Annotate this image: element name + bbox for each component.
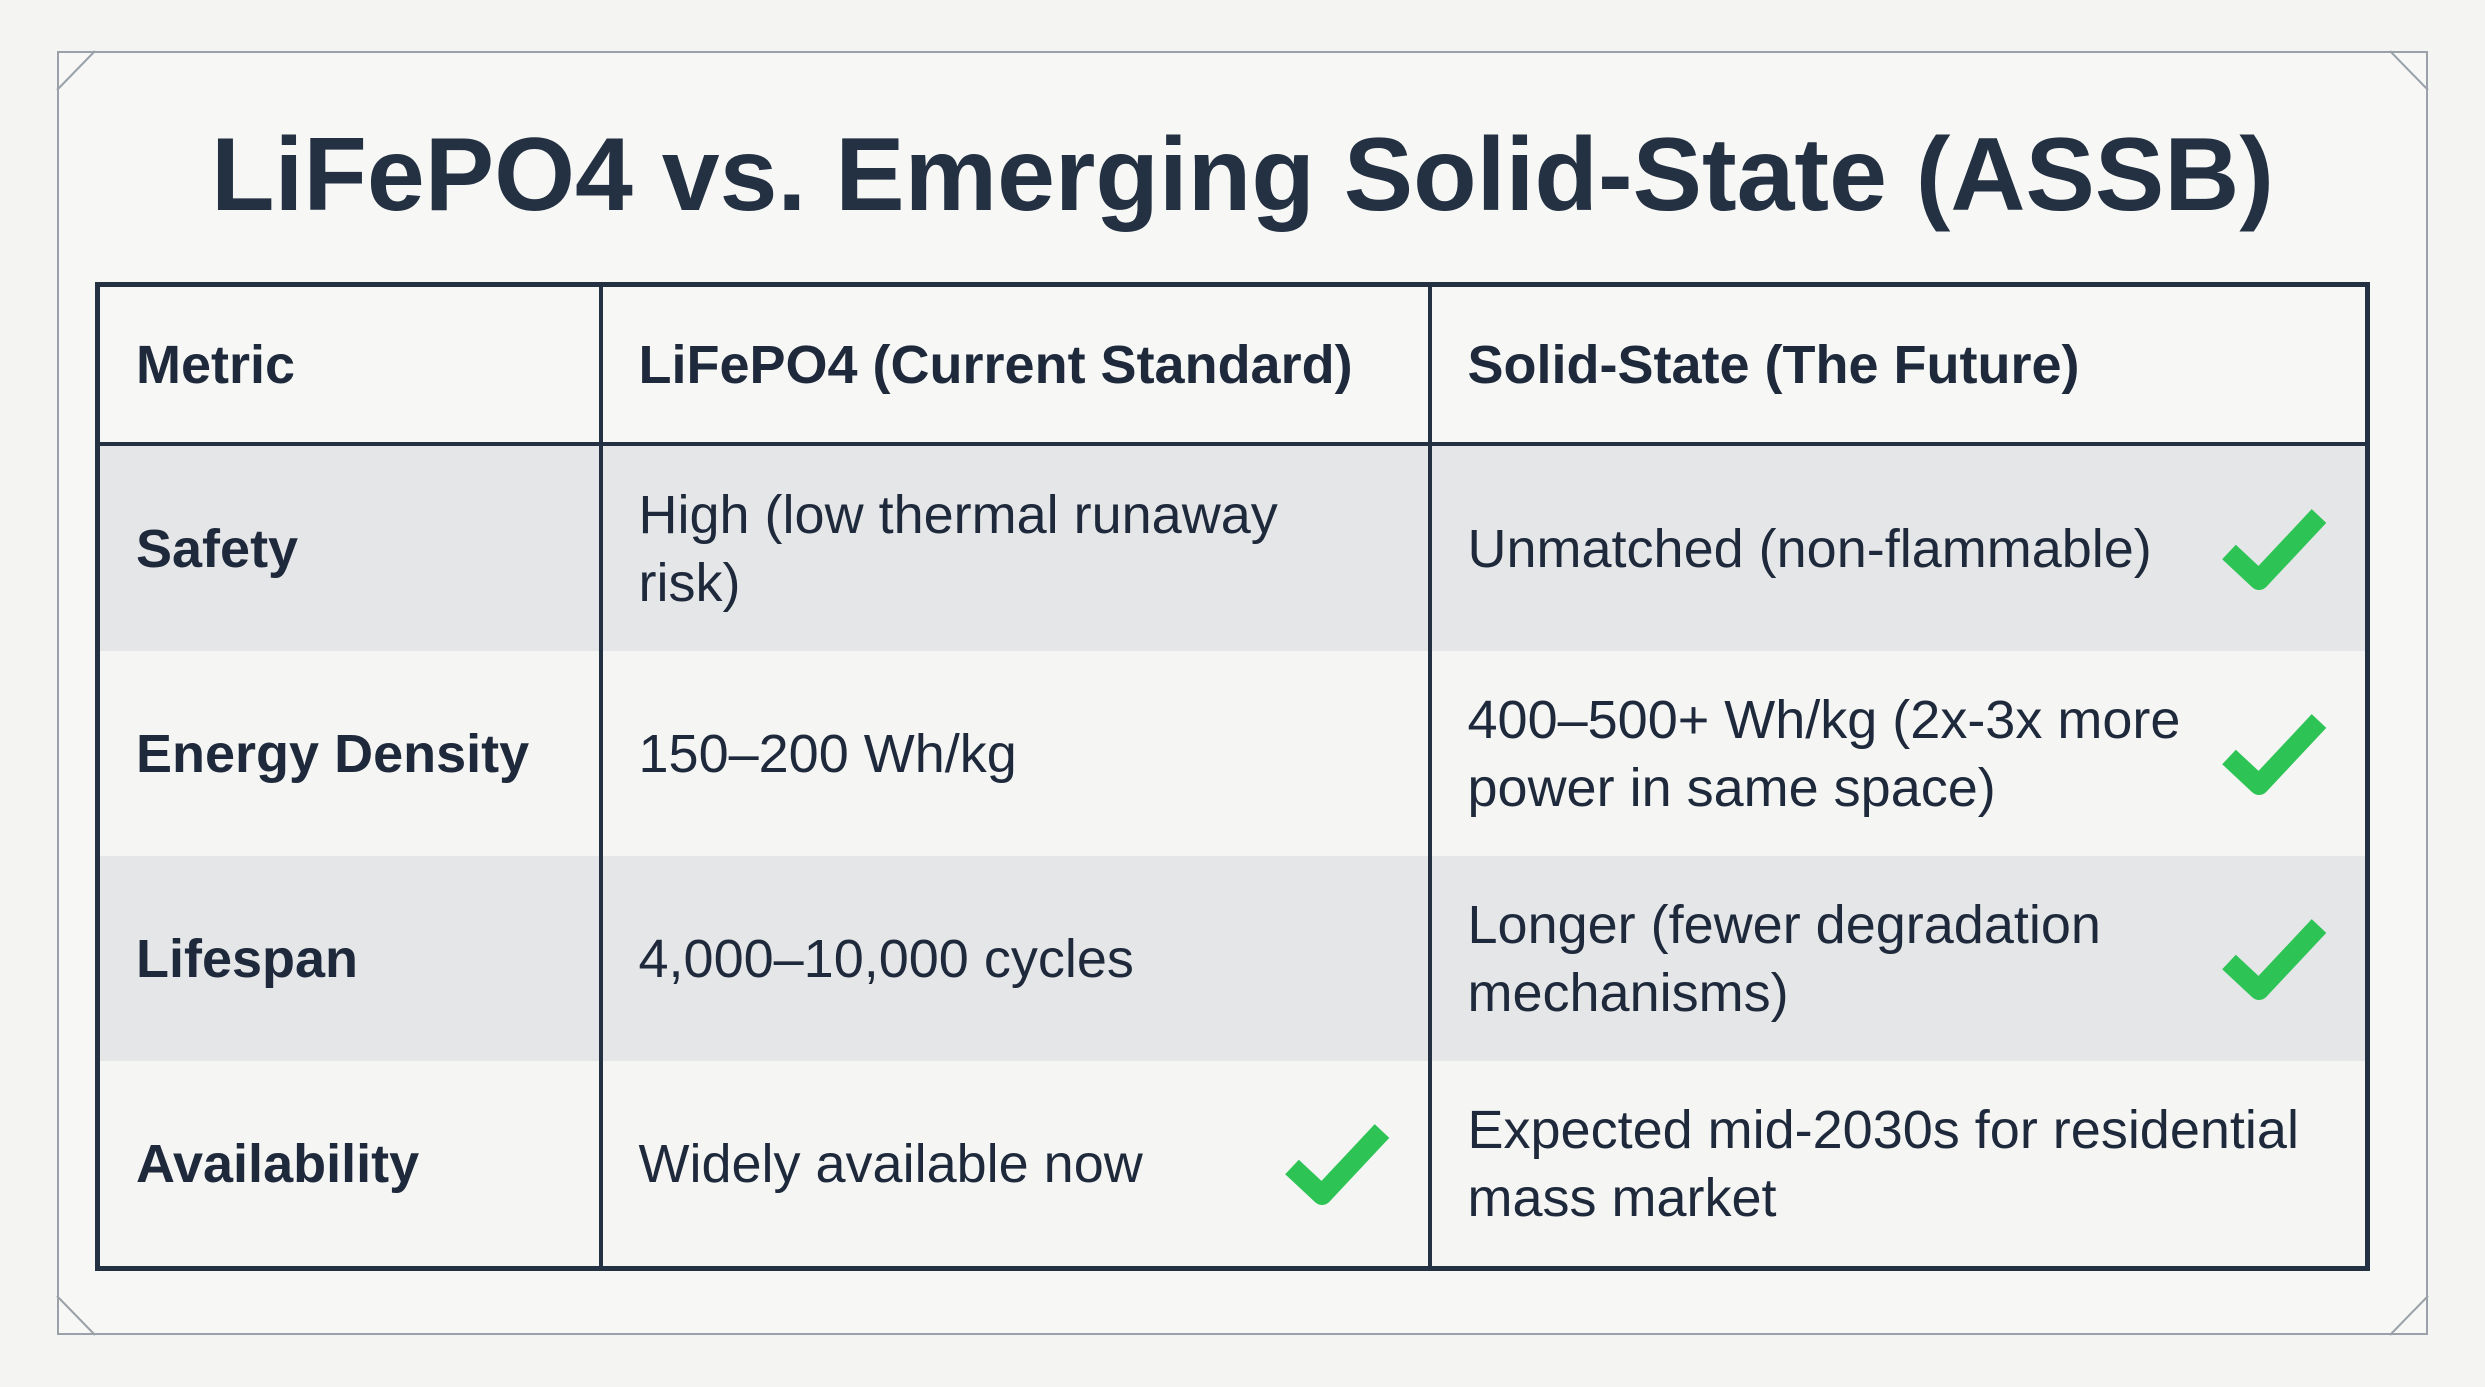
cell-text: Unmatched (non-flammable) — [1467, 518, 2152, 579]
cell-text: Widely available now — [638, 1133, 1143, 1194]
metric-cell: Availability — [95, 1061, 603, 1269]
cell-text: Expected mid-2030s for residential mass … — [1467, 1099, 2299, 1228]
cell: Unmatched (non-flammable) — [1427, 444, 2370, 651]
cell-text: Longer (fewer degradation mechanisms) — [1467, 894, 2101, 1023]
comparison-table: Metric LiFePO4 (Current Standard) Solid-… — [95, 282, 2370, 1271]
metric-cell: Energy Density — [95, 651, 603, 856]
row: Lifespan 4,000–10,000 cycles Longer (few… — [95, 856, 2370, 1061]
row: Energy Density 150–200 Wh/kg 400–500+ Wh… — [95, 651, 2370, 856]
checkmark — [1284, 1123, 1389, 1205]
cell: Widely available now — [598, 1061, 1432, 1269]
cell-text: 150–200 Wh/kg — [638, 723, 1017, 784]
row: Availability Widely available now Expect… — [95, 1061, 2370, 1269]
header-row: Metric LiFePO4 (Current Standard) Solid-… — [95, 284, 2370, 446]
row: Safety High (low thermal runaway risk) U… — [95, 444, 2370, 651]
cell-text: 400–500+ Wh/kg (2x-3x more power in same… — [1467, 689, 2181, 818]
checkmark — [2222, 713, 2327, 795]
cell-text: High (low thermal runaway risk) — [638, 484, 1278, 613]
cell: 150–200 Wh/kg — [598, 651, 1432, 856]
cell: Expected mid-2030s for residential mass … — [1427, 1061, 2370, 1269]
cell-text: 4,000–10,000 cycles — [638, 928, 1134, 989]
cell: Longer (fewer degradation mechanisms) — [1427, 856, 2370, 1061]
cell: 400–500+ Wh/kg (2x-3x more power in same… — [1427, 651, 2370, 856]
metric-cell: Safety — [95, 444, 603, 651]
header-cell: Solid-State (The Future) — [1427, 284, 2370, 446]
checkmark — [2222, 918, 2327, 1000]
metric-cell: Lifespan — [95, 856, 603, 1061]
cell: High (low thermal runaway risk) — [598, 444, 1432, 651]
header-cell: Metric — [95, 284, 603, 446]
cell: 4,000–10,000 cycles — [598, 856, 1432, 1061]
title: LiFePO4 vs. Emerging Solid-State (ASSB) — [210, 117, 2275, 233]
checkmark — [2222, 508, 2327, 590]
header-cell: LiFePO4 (Current Standard) — [598, 284, 1432, 446]
